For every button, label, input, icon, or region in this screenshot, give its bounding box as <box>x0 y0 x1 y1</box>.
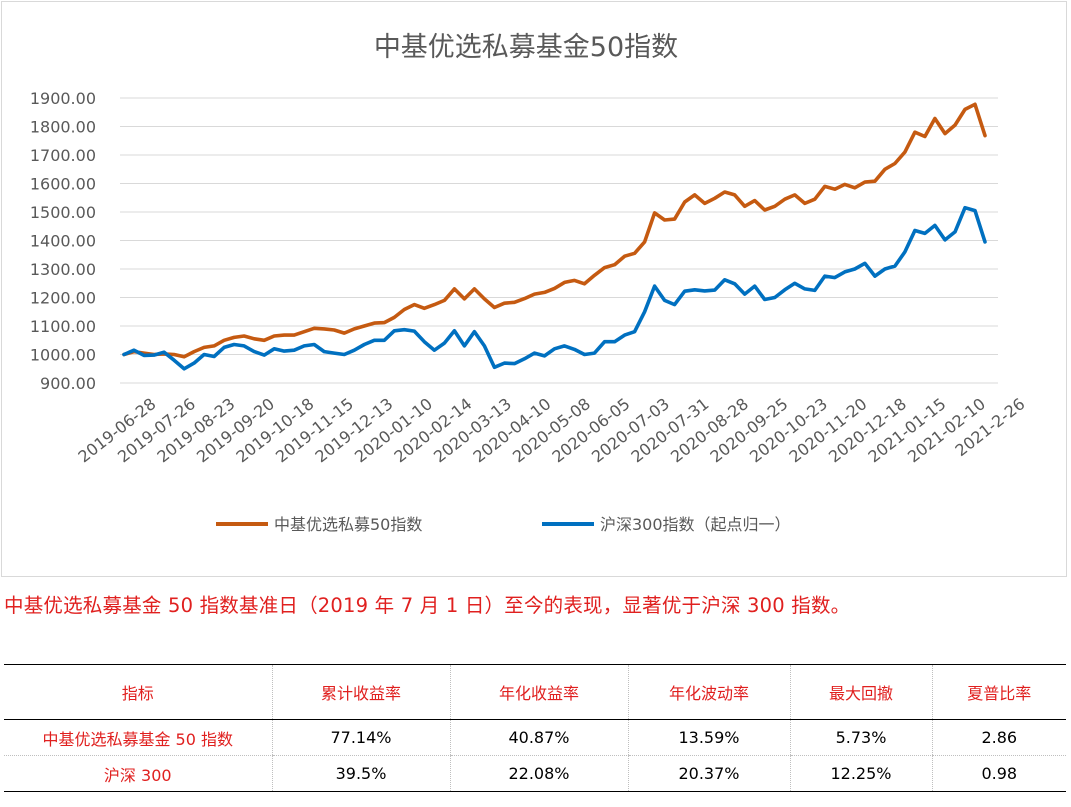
series-line-0 <box>122 102 987 359</box>
table-row: 中基优选私募基金 50 指数 77.14% 40.87% 13.59% 5.73… <box>4 719 1066 756</box>
cell-value: 22.08% <box>449 755 628 792</box>
row-name: 沪深 300 <box>4 755 272 792</box>
y-tick-label: 1500.00 <box>30 203 96 222</box>
cell-value: 77.14% <box>271 719 450 756</box>
y-tick-label: 1800.00 <box>30 118 96 137</box>
cell-value: 39.5% <box>271 755 450 792</box>
performance-table: 指标 累计收益率 年化收益率 年化波动率 最大回撤 夏普比率 中基优选私募基金 … <box>4 664 1066 792</box>
y-axis-ticks: 1900.00 1800.00 1700.00 1600.00 1500.00 1400.… <box>30 89 96 393</box>
table-header-row: 指标 累计收益率 年化收益率 年化波动率 最大回撤 夏普比率 <box>4 664 1066 720</box>
line-chart: 中基优选私募基金50指数 1900.00 1800.00 1700.00 1600.0… <box>30 32 1029 534</box>
row-name: 中基优选私募基金 50 指数 <box>4 719 272 756</box>
header-max-drawdown: 最大回撤 <box>789 664 932 720</box>
cell-value: 5.73% <box>789 719 932 756</box>
cell-value: 2.86 <box>931 719 1066 756</box>
x-axis-ticks: 2019-06-282019-07-262019-08-232019-09-20… <box>74 394 1028 466</box>
legend: 中基优选私募50指数 沪深300指数（起点归一） <box>216 515 791 534</box>
series-lines <box>122 102 987 371</box>
header-annual-volatility: 年化波动率 <box>627 664 790 720</box>
chart-caption: 中基优选私募基金 50 指数基准日（2019 年 7 月 1 日）至今的表现，显… <box>4 594 851 617</box>
chart-frame: 中基优选私募基金50指数 1900.00 1800.00 1700.00 1600.0… <box>1 1 1067 577</box>
legend-label-0: 中基优选私募50指数 <box>274 515 422 534</box>
cell-value: 0.98 <box>931 755 1066 792</box>
y-tick-label: 1200.00 <box>30 289 96 308</box>
y-tick-label: 1400.00 <box>30 232 96 251</box>
grid-lines <box>120 97 998 384</box>
y-tick-label: 1600.00 <box>30 175 96 194</box>
header-metric: 指标 <box>4 664 272 720</box>
header-cumulative-return: 累计收益率 <box>271 664 450 720</box>
y-tick-label: 1900.00 <box>30 89 96 108</box>
y-tick-label: 1300.00 <box>30 260 96 279</box>
cell-value: 40.87% <box>449 719 628 756</box>
header-sharpe-ratio: 夏普比率 <box>931 664 1066 720</box>
y-tick-label: 1100.00 <box>30 317 96 336</box>
chart-title: 中基优选私募基金50指数 <box>374 32 678 63</box>
table-row: 沪深 300 39.5% 22.08% 20.37% 12.25% 0.98 <box>4 755 1066 792</box>
header-annual-return: 年化收益率 <box>449 664 628 720</box>
y-tick-label: 1000.00 <box>30 346 96 365</box>
legend-label-1: 沪深300指数（起点归一） <box>600 515 791 534</box>
cell-value: 20.37% <box>627 755 790 792</box>
series-line-1 <box>122 205 987 371</box>
cell-value: 13.59% <box>627 719 790 756</box>
y-tick-label: 900.00 <box>40 374 96 393</box>
y-tick-label: 1700.00 <box>30 146 96 165</box>
cell-value: 12.25% <box>789 755 932 792</box>
